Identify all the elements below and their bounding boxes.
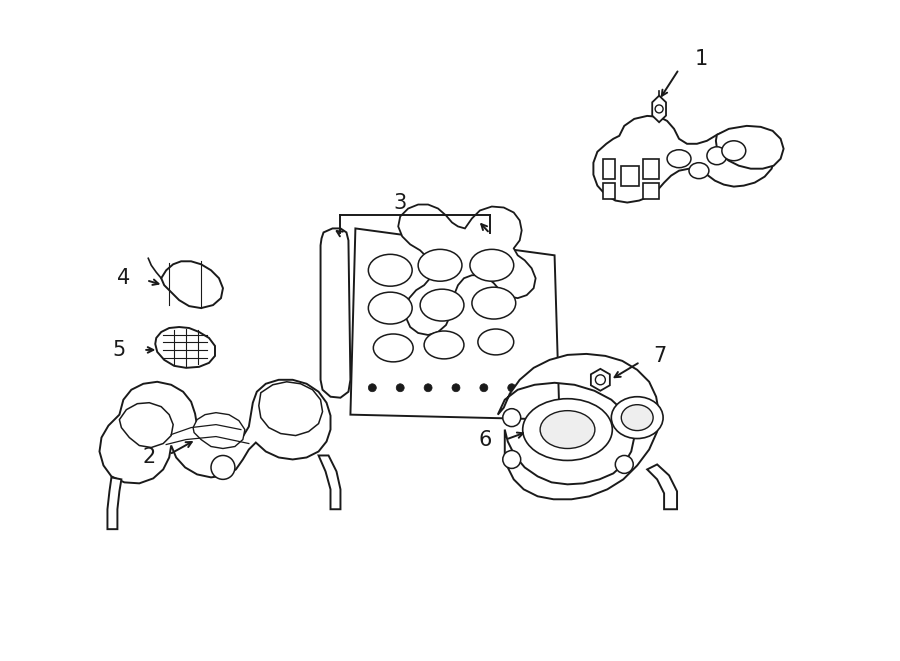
Polygon shape: [161, 261, 223, 308]
Polygon shape: [319, 455, 340, 509]
Ellipse shape: [368, 254, 412, 286]
Polygon shape: [603, 159, 616, 178]
Polygon shape: [591, 369, 610, 391]
Polygon shape: [259, 382, 322, 436]
Polygon shape: [603, 182, 616, 198]
Polygon shape: [194, 412, 245, 449]
Ellipse shape: [470, 249, 514, 281]
Ellipse shape: [478, 329, 514, 355]
Polygon shape: [120, 403, 173, 447]
Ellipse shape: [689, 163, 709, 178]
Text: 2: 2: [142, 447, 156, 467]
Circle shape: [396, 384, 404, 392]
Circle shape: [452, 384, 460, 392]
Polygon shape: [320, 229, 350, 398]
Polygon shape: [652, 96, 666, 122]
Circle shape: [480, 384, 488, 392]
Circle shape: [211, 455, 235, 479]
Polygon shape: [155, 327, 215, 368]
Ellipse shape: [706, 147, 727, 165]
Circle shape: [616, 455, 634, 473]
Ellipse shape: [722, 141, 746, 161]
Circle shape: [368, 384, 376, 392]
Circle shape: [424, 384, 432, 392]
Ellipse shape: [420, 289, 464, 321]
Polygon shape: [644, 159, 659, 178]
Circle shape: [655, 105, 663, 113]
Circle shape: [596, 375, 606, 385]
Ellipse shape: [621, 405, 653, 430]
Text: 1: 1: [694, 49, 707, 69]
Polygon shape: [498, 354, 659, 499]
Text: 6: 6: [478, 430, 491, 449]
Ellipse shape: [418, 249, 462, 281]
Polygon shape: [621, 166, 639, 186]
Text: 5: 5: [112, 340, 126, 360]
Polygon shape: [107, 477, 122, 529]
Polygon shape: [716, 126, 784, 169]
Polygon shape: [398, 204, 536, 335]
Ellipse shape: [611, 397, 663, 438]
Text: 4: 4: [117, 268, 130, 288]
Ellipse shape: [667, 150, 691, 168]
Polygon shape: [350, 229, 560, 420]
Polygon shape: [593, 116, 775, 202]
Polygon shape: [100, 380, 330, 483]
Ellipse shape: [374, 334, 413, 362]
Ellipse shape: [472, 287, 516, 319]
Text: 7: 7: [653, 346, 667, 366]
Circle shape: [503, 451, 521, 469]
Polygon shape: [647, 465, 677, 509]
Text: 3: 3: [393, 192, 407, 213]
Ellipse shape: [540, 410, 595, 449]
Circle shape: [503, 408, 521, 426]
Ellipse shape: [523, 399, 612, 461]
Ellipse shape: [368, 292, 412, 324]
Polygon shape: [644, 182, 659, 198]
Ellipse shape: [424, 331, 464, 359]
Circle shape: [508, 384, 516, 392]
